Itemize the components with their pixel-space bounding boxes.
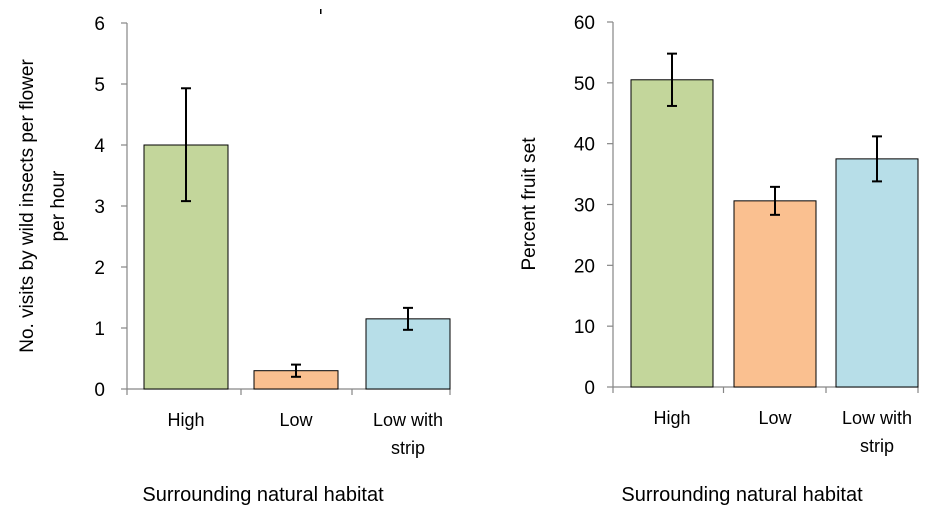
y-tick-label: 60 <box>574 13 595 34</box>
y-tick-label: 2 <box>94 258 105 279</box>
y-tick-label: 6 <box>94 14 105 35</box>
y-tick-label: 3 <box>94 197 105 218</box>
x-axis-title: Surrounding natural habitat <box>142 484 384 506</box>
y-tick-label: 0 <box>94 380 105 401</box>
bar <box>733 200 817 388</box>
x-category-label: Low with strip <box>842 408 912 456</box>
chart-fruit-set: 0 10 20 30 40 50 60 High Low Low with strip Percent… <box>519 13 919 506</box>
bar <box>630 79 714 388</box>
x-category-label: High <box>167 410 204 430</box>
y-axis-title: Percent fruit set <box>519 137 540 271</box>
x-category-label: Low with strip <box>373 410 443 458</box>
y-tick-label: 30 <box>574 196 595 217</box>
x-axis-title: Surrounding natural habitat <box>621 484 863 506</box>
y-tick-label: 1 <box>94 319 105 340</box>
y-tick-label: 5 <box>94 75 105 96</box>
bar <box>835 158 919 388</box>
x-category-label: High <box>653 408 690 428</box>
y-tick-label: 20 <box>574 256 595 277</box>
y-tick-label: 40 <box>574 135 595 156</box>
x-category-label: Low <box>279 410 313 430</box>
y-tick-label: 0 <box>584 378 595 399</box>
y-tick-label: 50 <box>574 74 595 95</box>
chart-visits: 0 1 2 3 4 5 6 High Low Low with strip No. visits by… <box>17 14 451 506</box>
stray-mark <box>320 9 322 14</box>
y-tick-label: 10 <box>574 317 595 338</box>
y-axis-title: No. visits by wild insects per flower per… <box>17 59 69 353</box>
x-category-label: Low <box>758 408 792 428</box>
y-tick-label: 4 <box>94 136 105 157</box>
